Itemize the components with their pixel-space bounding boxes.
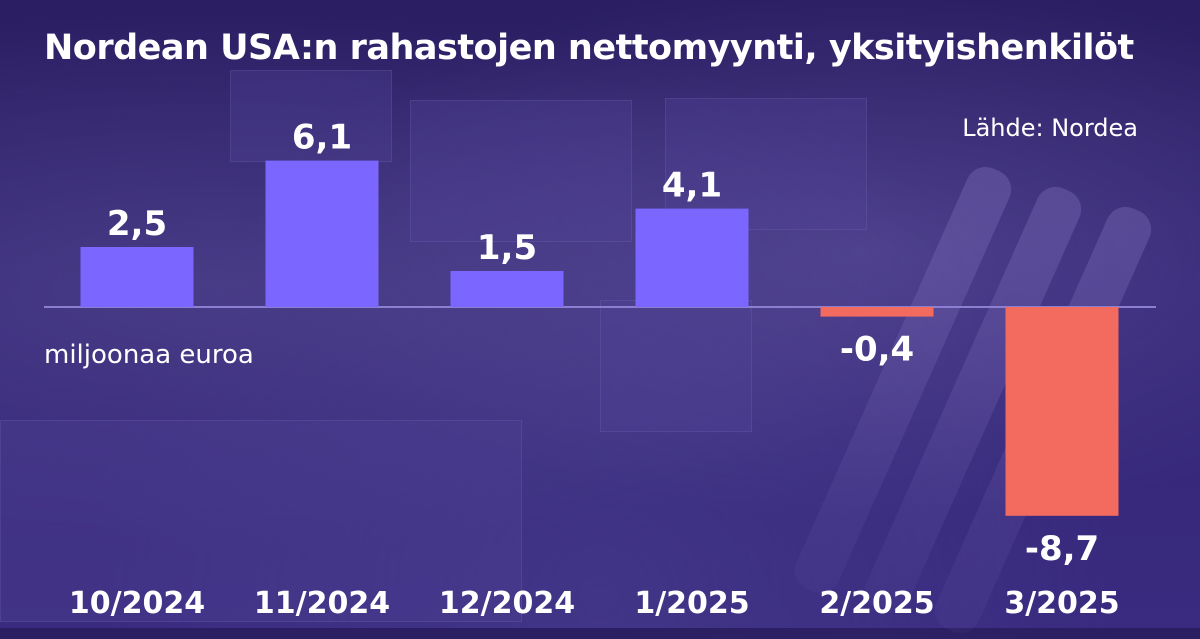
value-label-3-2025: -8,7 [1025, 529, 1099, 569]
bar-1-2025 [635, 208, 749, 307]
value-label-1-2025: 4,1 [662, 166, 722, 206]
x-tick-label-2-2025: 2/2025 [819, 586, 934, 621]
value-label-12-2024: 1,5 [477, 228, 537, 268]
value-labels-group: 2,5 6,1 1,5 4,1 -0,4 -8,7 [107, 118, 1099, 569]
value-label-11-2024: 6,1 [292, 118, 352, 158]
chart-title: Nordean USA:n rahastojen nettomyynti, yk… [44, 28, 1134, 68]
x-tick-label-11-2024: 11/2024 [254, 586, 390, 621]
x-tick-label-1-2025: 1/2025 [634, 586, 749, 621]
bars-group [80, 160, 1119, 516]
bar-2-2025 [820, 307, 934, 317]
bar-11-2024 [265, 160, 379, 307]
unit-label: miljoonaa euroa [44, 340, 254, 370]
value-label-2-2025: -0,4 [840, 330, 914, 370]
x-tick-label-10-2024: 10/2024 [69, 586, 205, 621]
bar-3-2025 [1005, 307, 1119, 516]
value-label-10-2024: 2,5 [107, 204, 167, 244]
tick-labels-group: 10/2024 11/2024 12/2024 1/2025 2/2025 3/2025 [69, 586, 1120, 621]
bar-12-2024 [450, 271, 564, 307]
x-tick-label-12-2024: 12/2024 [439, 586, 575, 621]
x-tick-label-3-2025: 3/2025 [1004, 586, 1119, 621]
source-label: Lähde: Nordea [962, 114, 1138, 142]
bar-10-2024 [80, 247, 194, 307]
